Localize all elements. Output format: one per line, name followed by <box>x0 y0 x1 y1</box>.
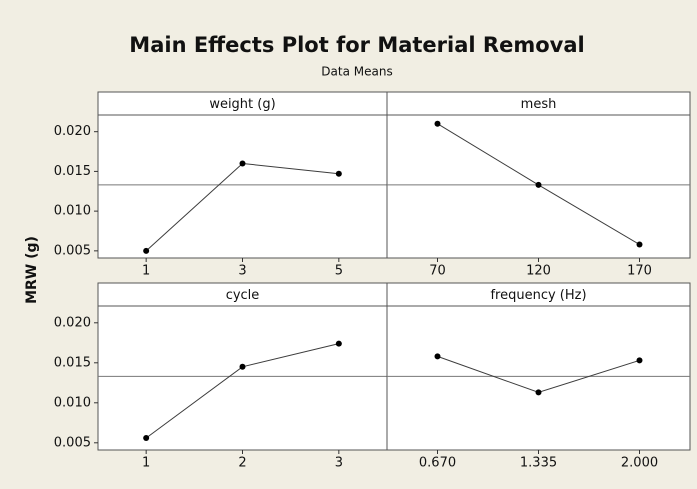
y-tick-label: 0.005 <box>54 243 91 258</box>
y-axis-label: MRW (g) <box>24 236 40 304</box>
point <box>335 170 342 177</box>
panel-title: cycle <box>226 288 260 303</box>
plot-area <box>97 114 388 259</box>
point <box>239 160 246 167</box>
x-tick-label: 1.335 <box>520 456 557 471</box>
x-tick-label: 170 <box>627 264 652 279</box>
point <box>535 389 542 396</box>
point <box>239 363 246 370</box>
x-tick-label: 120 <box>526 264 551 279</box>
y-tick-label: 0.015 <box>54 164 91 179</box>
point <box>636 357 643 364</box>
y-tick-label: 0.020 <box>54 315 91 330</box>
panel-title: mesh <box>521 97 557 112</box>
y-tick-label: 0.010 <box>54 204 91 219</box>
y-tick-label: 0.005 <box>54 435 91 450</box>
point <box>335 340 342 347</box>
point <box>434 353 441 360</box>
y-tick-label: 0.020 <box>54 124 91 139</box>
plot-area <box>97 305 388 451</box>
point <box>143 435 150 441</box>
x-tick-label: 1 <box>142 456 150 471</box>
chart-subtitle: Data Means <box>321 65 392 79</box>
panel-title: frequency (Hz) <box>490 288 586 303</box>
chart-title: Main Effects Plot for Material Removal <box>129 33 584 57</box>
point <box>636 241 643 248</box>
point <box>434 120 441 127</box>
x-tick-label: 0.670 <box>419 456 456 471</box>
plot-area <box>386 305 691 451</box>
x-tick-label: 3 <box>238 264 246 279</box>
x-tick-label: 2 <box>238 456 246 471</box>
x-tick-label: 2.000 <box>621 456 658 471</box>
point <box>143 247 150 254</box>
x-tick-label: 1 <box>142 264 150 279</box>
y-tick-label: 0.015 <box>54 355 91 370</box>
x-tick-label: 5 <box>335 264 343 279</box>
point <box>535 181 542 188</box>
x-tick-label: 70 <box>429 264 446 279</box>
panel-title: weight (g) <box>209 97 275 112</box>
y-tick-label: 0.010 <box>54 395 91 410</box>
x-tick-label: 3 <box>335 456 343 471</box>
